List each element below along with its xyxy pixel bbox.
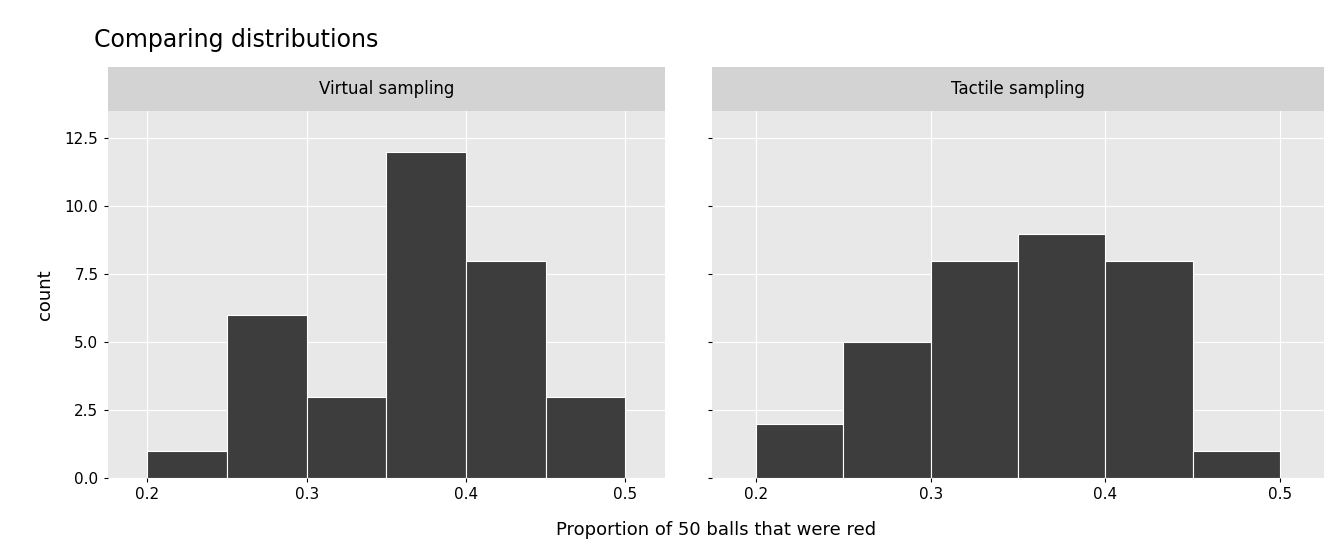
Y-axis label: count: count <box>36 269 54 320</box>
Text: Comparing distributions: Comparing distributions <box>94 28 379 52</box>
Bar <box>386 152 466 478</box>
Bar <box>148 451 227 478</box>
Bar <box>1105 261 1193 478</box>
Bar <box>546 396 625 478</box>
Text: Tactile sampling: Tactile sampling <box>952 80 1085 98</box>
Bar <box>930 261 1017 478</box>
Bar <box>1019 234 1105 478</box>
Text: Proportion of 50 balls that were red: Proportion of 50 balls that were red <box>555 522 876 539</box>
Bar <box>844 342 930 478</box>
Bar <box>466 261 546 478</box>
Bar <box>1193 451 1279 478</box>
Bar <box>227 315 306 478</box>
Bar <box>306 396 386 478</box>
Bar <box>755 424 843 478</box>
Text: Virtual sampling: Virtual sampling <box>319 80 454 98</box>
